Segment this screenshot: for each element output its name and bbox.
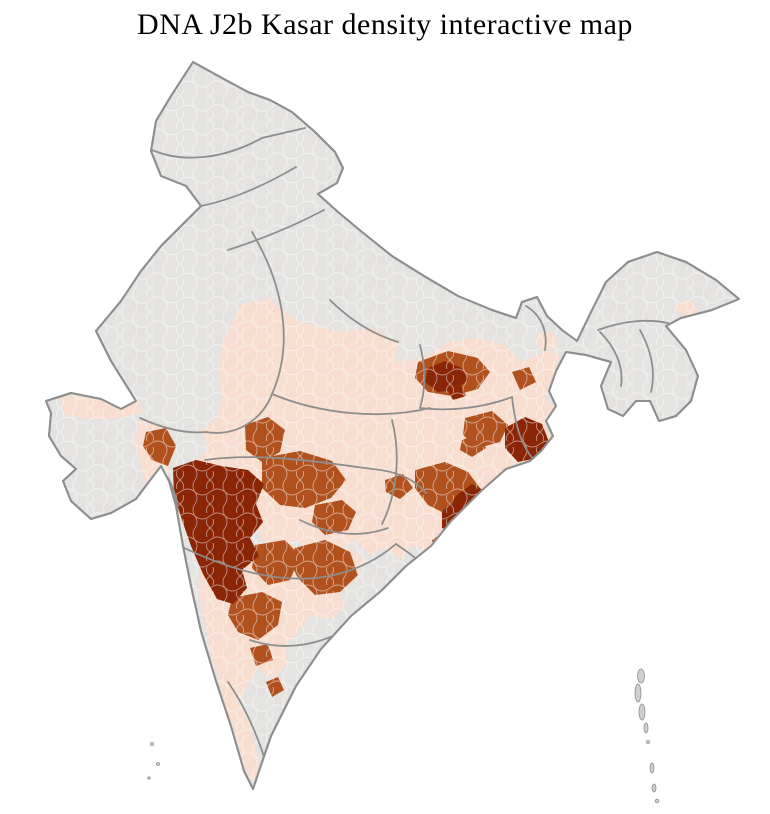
island-shape[interactable]: [637, 668, 645, 684]
state-border-line: [271, 393, 431, 415]
state-border-line: [177, 543, 397, 580]
state-border-line: [525, 305, 547, 351]
state-border-line: [227, 209, 325, 251]
state-border-line: [511, 396, 537, 463]
state-border-line: [329, 299, 399, 343]
state-border-line: [299, 519, 389, 535]
state-border-line: [599, 331, 623, 387]
state-border-line: [419, 344, 426, 409]
state-border-line: [139, 417, 207, 434]
state-border-line: [205, 231, 285, 434]
andaman-nicobar-islands: [634, 668, 660, 804]
state-border-line: [204, 456, 427, 494]
island-shape[interactable]: [654, 798, 660, 804]
island-shape[interactable]: [150, 742, 154, 746]
island-shape[interactable]: [651, 783, 657, 793]
island-shape[interactable]: [634, 683, 642, 703]
island-shape[interactable]: [147, 776, 151, 780]
map-title: DNA J2b Kasar density interactive map: [137, 8, 633, 41]
island-shape[interactable]: [638, 703, 646, 721]
island-shape[interactable]: [156, 762, 160, 766]
state-border-line: [419, 396, 513, 411]
island-shape[interactable]: [643, 722, 649, 734]
state-border-line: [151, 127, 306, 159]
state-border-line: [200, 166, 297, 207]
lakshadweep-islands: [147, 742, 160, 780]
state-border-line: [639, 329, 654, 393]
india-outline: [45, 61, 740, 790]
island-shape[interactable]: [649, 762, 655, 774]
island-shape[interactable]: [646, 740, 650, 744]
state-border-line: [597, 319, 669, 331]
